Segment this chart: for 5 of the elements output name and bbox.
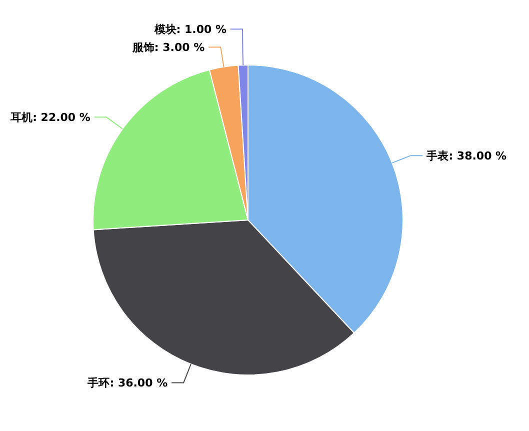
slice-label: 模块: 1.00 % — [153, 23, 227, 36]
slice-label: 手环: 36.00 % — [86, 376, 168, 390]
slice-label: 手表: 38.00 % — [426, 149, 507, 162]
slice-label: 耳机: 22.00 % — [10, 110, 90, 124]
slice-label: 服饰: 3.00 % — [131, 41, 205, 54]
